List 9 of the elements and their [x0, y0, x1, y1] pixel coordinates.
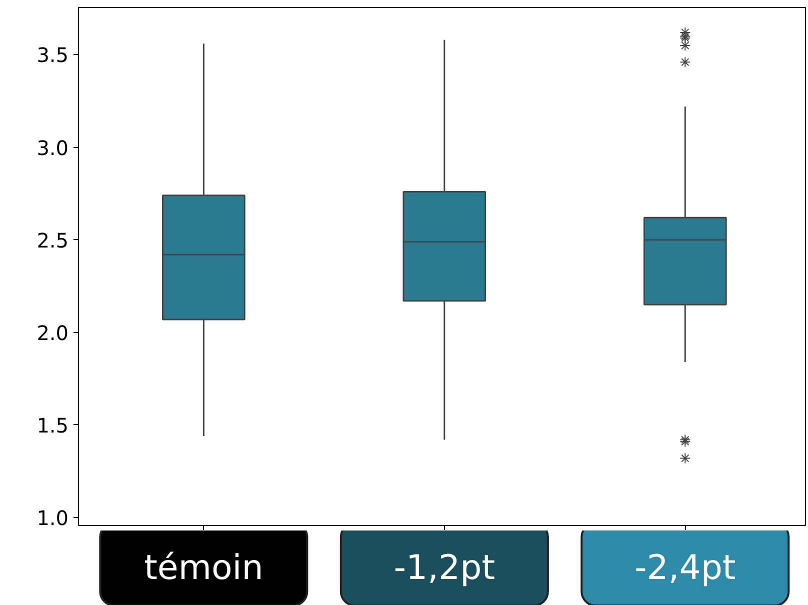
x-tick-label: -2,4pt [634, 548, 736, 588]
y-tick-label: 3.5 [36, 43, 69, 68]
y-tick-label: 2.0 [36, 320, 69, 345]
x-tick-label: témoin [144, 548, 264, 588]
y-tick-label: 1.5 [36, 413, 69, 438]
y-tick-label: 2.5 [36, 228, 69, 252]
x-tick-label: -1,2pt [394, 548, 496, 588]
y-tick-label: 3.0 [36, 136, 69, 160]
y-tick-label: 1.0 [36, 506, 69, 530]
